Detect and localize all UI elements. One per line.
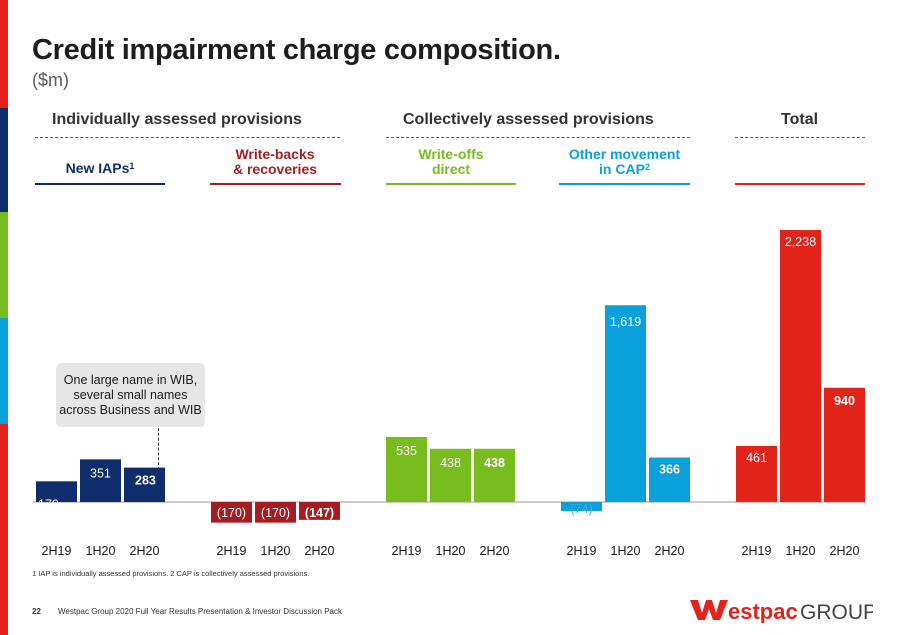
x-tick-label-4-2h19: 2H19 bbox=[567, 544, 597, 558]
x-tick-label-2-2h19: 2H19 bbox=[217, 544, 247, 558]
sub-line-total bbox=[735, 183, 865, 185]
footer-text: Westpac Group 2020 Full Year Results Pre… bbox=[58, 607, 342, 616]
data-label-2-2h19: (170) bbox=[217, 506, 246, 520]
bar-2-2h19 bbox=[211, 502, 252, 523]
data-label-5-2h19: 461 bbox=[746, 451, 767, 465]
x-tick-label-5-2h19: 2H19 bbox=[742, 544, 772, 558]
westpac-w-mark bbox=[690, 600, 728, 620]
bar-5-2h20 bbox=[824, 387, 865, 502]
x-tick-label-3-2h20: 2H20 bbox=[480, 544, 510, 558]
x-tick-label-5-1h20: 1H20 bbox=[786, 544, 816, 558]
side-stripe-green bbox=[0, 212, 8, 318]
bar-5-1h20 bbox=[780, 230, 821, 502]
x-tick-label-4-1h20: 1H20 bbox=[611, 544, 641, 558]
group-divider-collective bbox=[386, 137, 690, 138]
bar-4-1h20 bbox=[605, 305, 646, 502]
sub-label-other-line2: in CAP2 bbox=[559, 162, 690, 177]
sub-line-new-iaps bbox=[35, 183, 165, 185]
sub-label-other: Other movement in CAP2 bbox=[559, 147, 690, 177]
bar-1-1h20 bbox=[80, 459, 121, 502]
data-label-5-2h20: 940 bbox=[834, 394, 855, 408]
westpac-group-word: GROUP bbox=[800, 601, 873, 623]
group-divider-individual bbox=[35, 137, 340, 138]
bar-1-2h19 bbox=[36, 481, 77, 502]
side-stripe-cyan bbox=[0, 318, 8, 424]
x-tick-label-1-1h20: 1H20 bbox=[86, 544, 116, 558]
side-stripe-red bbox=[0, 0, 8, 108]
page-number: 22 bbox=[32, 607, 41, 616]
group-title-total: Total bbox=[781, 111, 819, 128]
data-label-3-1h20: 438 bbox=[440, 456, 461, 470]
data-label-5-1h20: 2,238 bbox=[785, 235, 816, 249]
data-label-4-2h19: (74) bbox=[570, 502, 592, 516]
bar-5-2h19 bbox=[736, 445, 777, 502]
sub-label-new-iaps-sup: 1 bbox=[129, 161, 135, 171]
side-stripe-red-bottom bbox=[0, 424, 8, 635]
data-label-1-2h19: 170 bbox=[38, 497, 59, 511]
x-tick-label-1-2h20: 2H20 bbox=[130, 544, 160, 558]
group-title-individual: Individually assessed provisions bbox=[52, 111, 302, 128]
page-title: Credit impairment charge composition. bbox=[32, 34, 561, 66]
bar-3-2h19 bbox=[386, 436, 427, 502]
data-label-1-2h20: 283 bbox=[135, 474, 156, 488]
sub-label-writeoffs: Write-offs direct bbox=[386, 147, 516, 177]
data-label-2-1h20: (170) bbox=[261, 506, 290, 520]
sub-label-writeoffs-line1: Write-offs bbox=[418, 146, 484, 162]
sub-label-writeoffs-line2: direct bbox=[431, 161, 471, 177]
footnote: 1 IAP is individually assessed provision… bbox=[32, 569, 310, 578]
callout-connector bbox=[158, 428, 159, 470]
x-tick-label-2-2h20: 2H20 bbox=[305, 544, 335, 558]
sub-label-new-iaps-text: New IAPs bbox=[65, 160, 130, 176]
bar-4-2h19 bbox=[561, 502, 602, 511]
bar-3-2h20 bbox=[474, 448, 515, 502]
x-tick-label-3-2h19: 2H19 bbox=[392, 544, 422, 558]
sub-label-writebacks: Write-backs & recoveries bbox=[210, 147, 340, 177]
group-title-collective: Collectively assessed provisions bbox=[403, 111, 654, 128]
bar-3-1h20 bbox=[430, 448, 471, 502]
group-divider-total bbox=[735, 137, 865, 138]
bar-2-1h20 bbox=[255, 502, 296, 523]
x-tick-label-3-1h20: 1H20 bbox=[436, 544, 466, 558]
sub-label-other-line2-text: in CAP bbox=[599, 161, 645, 177]
sub-label-writebacks-line2: & recoveries bbox=[232, 161, 318, 177]
bar-4-2h20 bbox=[649, 457, 690, 502]
sub-line-writeoffs bbox=[386, 183, 516, 185]
sub-label-other-sup: 2 bbox=[644, 162, 650, 172]
sub-label-writebacks-line1: Write-backs bbox=[235, 146, 315, 162]
sub-line-writebacks bbox=[210, 183, 341, 185]
sub-label-new-iaps: New IAPs1 bbox=[35, 161, 165, 176]
callout-text: One large name in WIB, several small nam… bbox=[59, 372, 202, 417]
data-label-4-2h20: 366 bbox=[659, 463, 680, 477]
callout-box: One large name in WIB, several small nam… bbox=[56, 363, 205, 427]
data-label-1-1h20: 351 bbox=[90, 466, 111, 480]
data-label-3-2h20: 438 bbox=[484, 456, 505, 470]
x-tick-label-1-2h19: 2H19 bbox=[42, 544, 72, 558]
x-tick-label-4-2h20: 2H20 bbox=[655, 544, 685, 558]
side-stripe-navy bbox=[0, 108, 8, 212]
x-tick-label-2-1h20: 1H20 bbox=[261, 544, 291, 558]
bar-2-2h20 bbox=[299, 502, 340, 520]
page-subtitle: ($m) bbox=[32, 70, 69, 90]
data-label-2-2h20: (147) bbox=[305, 506, 334, 520]
data-label-4-1h20: 1,619 bbox=[610, 315, 641, 329]
westpac-logo: estpac GROUP bbox=[690, 599, 873, 623]
x-tick-label-5-2h20: 2H20 bbox=[830, 544, 860, 558]
sub-line-other bbox=[559, 183, 690, 185]
bar-1-2h20 bbox=[124, 467, 165, 502]
sub-label-other-line1: Other movement bbox=[568, 146, 681, 162]
westpac-wordmark: estpac bbox=[728, 599, 798, 623]
data-label-3-2h19: 535 bbox=[396, 444, 417, 458]
